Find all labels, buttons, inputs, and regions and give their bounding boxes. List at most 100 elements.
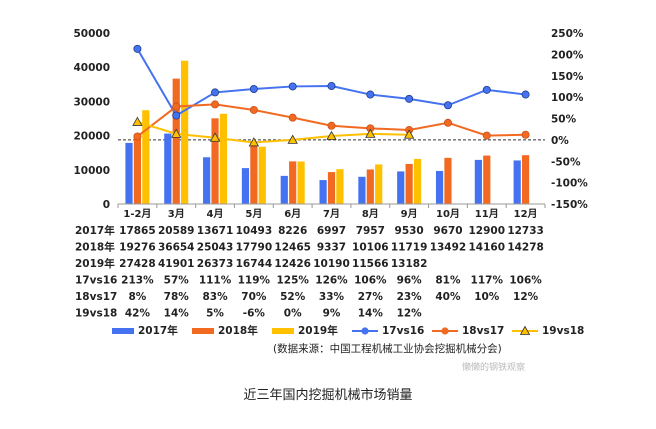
line-point [443, 118, 452, 127]
table-cell: 106% [509, 275, 542, 287]
table-cell: 10106 [352, 242, 389, 254]
table-cell: 10190 [313, 258, 350, 270]
bar [521, 155, 530, 204]
table-row-label: 19vs18 [75, 308, 117, 320]
table-cell: 8226 [278, 225, 307, 237]
chart-lines [132, 44, 530, 147]
table-cell: 106% [354, 275, 387, 287]
table-cell: 26373 [197, 258, 234, 270]
bar [513, 160, 521, 204]
y-tick-label: 50000 [73, 28, 110, 40]
table-cell: 5% [206, 308, 224, 320]
y2-tick-label: 50% [551, 114, 577, 126]
table-cell: 0% [284, 308, 302, 320]
table-cell: 9% [323, 308, 341, 320]
table-cell: 33% [319, 291, 345, 303]
line-point [327, 121, 336, 130]
table-cell: -6% [243, 308, 266, 320]
table-row-label: 2018年 [75, 241, 115, 254]
bar [258, 146, 266, 204]
line-point [366, 90, 375, 99]
line-point [132, 116, 143, 126]
chart-bars [125, 60, 530, 205]
table-cell: 9530 [395, 225, 424, 237]
bar [142, 110, 150, 204]
y-tick-label: 30000 [73, 96, 110, 108]
legend-swatch [192, 328, 214, 334]
table-cell: 23% [397, 291, 423, 303]
table-cell: 12426 [274, 258, 311, 270]
table-cell: 27% [358, 291, 384, 303]
y2-tick-label: 200% [551, 49, 584, 61]
y2-tick-label: -150% [551, 199, 588, 211]
table-cell: 11566 [352, 258, 389, 270]
table-cell: 213% [121, 275, 154, 287]
legend-marker [519, 325, 531, 335]
bar [319, 180, 327, 204]
line-point [482, 131, 491, 140]
bar [133, 138, 142, 204]
line-point [209, 132, 221, 142]
bar [297, 161, 305, 204]
bar [413, 158, 422, 204]
line-point [443, 101, 452, 110]
bar [336, 169, 344, 204]
x-tick-label: 10月 [436, 208, 460, 220]
bar [375, 164, 383, 204]
line-point [521, 90, 530, 99]
legend-label: 19vs18 [542, 325, 584, 337]
table-cell: 70% [241, 291, 267, 303]
table-cell: 25043 [197, 242, 234, 254]
chart-legend: 2017年 2018年 2019年 17vs16 18vs17 19vs18 [112, 324, 584, 337]
table-row-label: 2017年 [75, 224, 115, 237]
table-row-label: 2019年 [75, 257, 115, 270]
table-cell: 78% [164, 291, 190, 303]
table-cell: 14% [358, 308, 384, 320]
bar [444, 157, 452, 204]
line-point [172, 102, 181, 111]
table-cell: 10% [474, 291, 500, 303]
line-point [248, 137, 260, 147]
table-cell: 12733 [507, 225, 544, 237]
bar [397, 171, 405, 204]
line-point [249, 105, 258, 114]
table-cell: 17865 [119, 225, 156, 237]
y-tick-label: 10000 [73, 165, 110, 177]
table-cell: 40% [435, 291, 461, 303]
legend-marker [361, 327, 369, 335]
line-point [211, 100, 220, 109]
source-note: (数据来源：中国工程机械工业协会挖掘机械分会) [273, 342, 502, 355]
x-tick-label: 7月 [323, 208, 340, 220]
table-cell: 57% [164, 275, 190, 287]
bar [366, 169, 374, 204]
line-point [482, 85, 491, 94]
table-cell: 13492 [430, 242, 467, 254]
figure-caption: 近三年国内挖掘机械市场销量 [243, 388, 413, 403]
x-tick-label: 1-2月 [123, 208, 151, 220]
line-point [171, 128, 182, 138]
line-point [365, 128, 376, 138]
table-cell: 119% [238, 275, 271, 287]
bar [327, 172, 336, 204]
table-cell: 16744 [236, 258, 273, 270]
line-point [172, 111, 181, 120]
x-tick-label: 12月 [514, 208, 538, 220]
legend-label: 2018年 [218, 324, 258, 337]
y-tick-label: 40000 [73, 62, 110, 74]
table-cell: 111% [199, 275, 232, 287]
line-point [521, 130, 530, 139]
chart-axes: 0 10000 20000 30000 40000 50000 -150% -100% -50%… [73, 28, 588, 220]
bar [203, 157, 211, 204]
legend-marker [441, 327, 449, 335]
legend-label: 2019年 [298, 324, 338, 337]
bar [474, 159, 482, 204]
bar [241, 168, 250, 204]
bar [125, 142, 133, 204]
table-cell: 13671 [197, 225, 234, 237]
line-point [133, 132, 142, 141]
table-cell: 12% [513, 291, 539, 303]
line-point [327, 82, 336, 91]
line-point [288, 113, 297, 122]
bar [181, 60, 189, 205]
table-cell: 19276 [119, 242, 156, 254]
